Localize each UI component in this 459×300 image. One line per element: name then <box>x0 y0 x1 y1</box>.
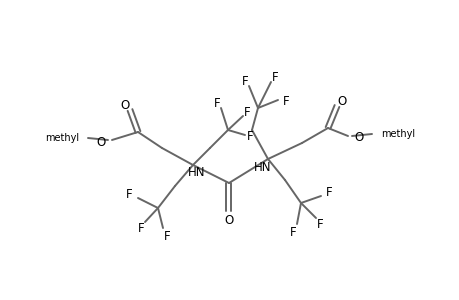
Text: F: F <box>137 223 144 236</box>
Text: O: O <box>224 214 233 226</box>
Text: O: O <box>353 130 363 143</box>
Text: methyl: methyl <box>45 133 79 143</box>
Text: F: F <box>163 230 170 242</box>
Text: F: F <box>126 188 133 202</box>
Text: methyl: methyl <box>380 129 414 139</box>
Text: HN: HN <box>187 166 205 178</box>
Text: F: F <box>271 70 278 83</box>
Text: F: F <box>325 187 332 200</box>
Text: F: F <box>243 106 250 118</box>
Text: F: F <box>316 218 323 232</box>
Text: F: F <box>289 226 296 238</box>
Text: O: O <box>120 98 129 112</box>
Text: F: F <box>241 74 248 88</box>
Text: O: O <box>96 136 106 148</box>
Text: F: F <box>246 130 253 142</box>
Text: F: F <box>213 97 220 110</box>
Text: O: O <box>336 94 346 107</box>
Text: F: F <box>282 94 289 107</box>
Text: HN: HN <box>253 160 271 173</box>
